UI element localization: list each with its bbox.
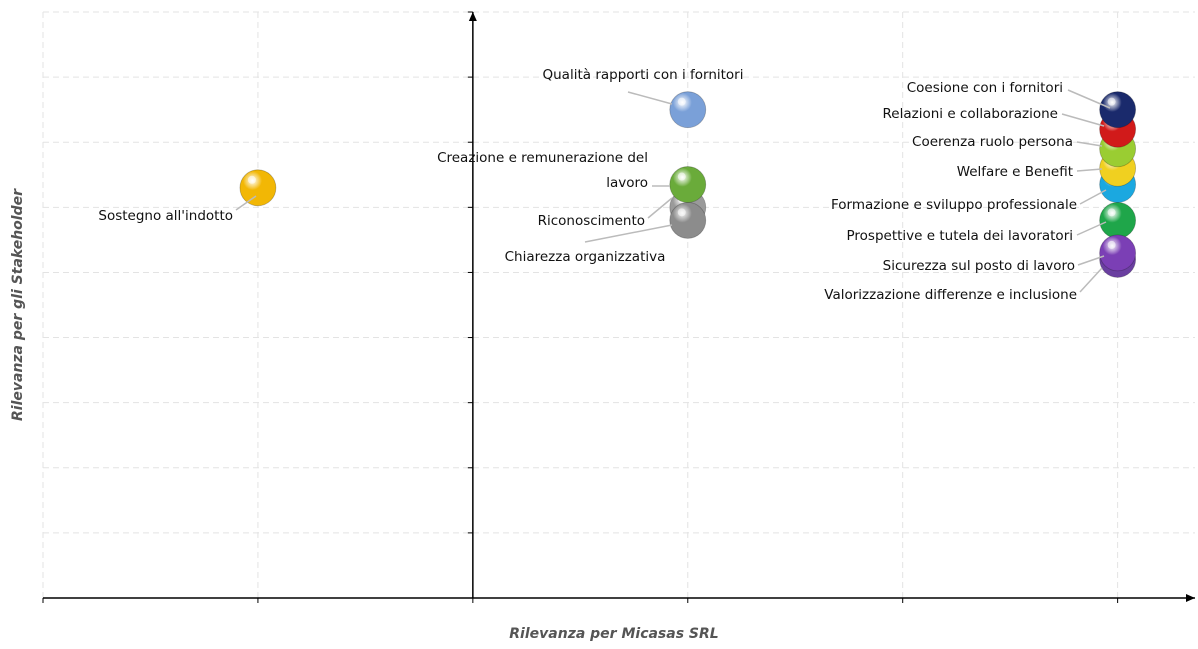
point-label: Coerenza ruolo persona xyxy=(912,134,1073,150)
bubble-shine xyxy=(1107,208,1116,217)
bubble-shine xyxy=(677,97,686,106)
point-label: Valorizzazione differenze e inclusione xyxy=(824,287,1077,303)
point-label: Sostegno all'indotto xyxy=(98,208,233,224)
bubble-shine xyxy=(677,208,686,217)
point-label: Qualità rapporti con i fornitori xyxy=(543,67,744,83)
leader-line xyxy=(1079,189,1107,205)
leader-line xyxy=(1076,168,1103,172)
leader-line xyxy=(1077,255,1105,266)
x-axis-title: Rilevanza per Micasas SRL xyxy=(509,626,718,642)
bubble xyxy=(1099,91,1137,129)
point-label: Prospettive e tutela dei lavoratori xyxy=(847,228,1073,244)
label-box: Creazione e remunerazione del lavoro xyxy=(437,150,648,191)
point-label: Sicurezza sul posto di lavoro xyxy=(883,258,1075,274)
bubble xyxy=(669,91,707,129)
leader-line xyxy=(1067,89,1111,109)
point-label: Relazioni e collaborazione xyxy=(883,106,1058,122)
bubble-shine xyxy=(1107,97,1116,106)
x-axis-arrow xyxy=(1186,594,1195,602)
bubble-shine xyxy=(247,175,256,184)
leader-line xyxy=(1061,113,1105,127)
point-label: Welfare e Benefit xyxy=(957,164,1073,180)
leader-line xyxy=(584,224,673,243)
point-label: Creazione e remunerazione del lavoro xyxy=(437,150,648,191)
bubble xyxy=(239,169,277,207)
point-label: Riconoscimento xyxy=(538,213,645,229)
leader-line xyxy=(647,197,673,219)
point-label: Chiarezza organizzativa xyxy=(505,249,666,265)
leader-line xyxy=(1079,267,1103,293)
bubble xyxy=(1099,201,1137,239)
leader-line xyxy=(627,91,673,105)
leader-line xyxy=(1076,141,1103,147)
leader-line xyxy=(235,195,257,211)
bubble-shine xyxy=(1107,240,1116,249)
leader-line xyxy=(1076,221,1107,236)
bubble xyxy=(669,166,707,203)
bubble-shine xyxy=(677,172,686,181)
bubble xyxy=(669,201,707,239)
point-label: Formazione e sviluppo professionale xyxy=(831,197,1077,213)
point-label: Coesione con i fornitori xyxy=(907,80,1063,96)
y-axis-arrow xyxy=(468,12,477,21)
bubble xyxy=(1099,234,1137,272)
y-axis-title: Rilevanza per gli Stakeholder xyxy=(10,188,26,421)
